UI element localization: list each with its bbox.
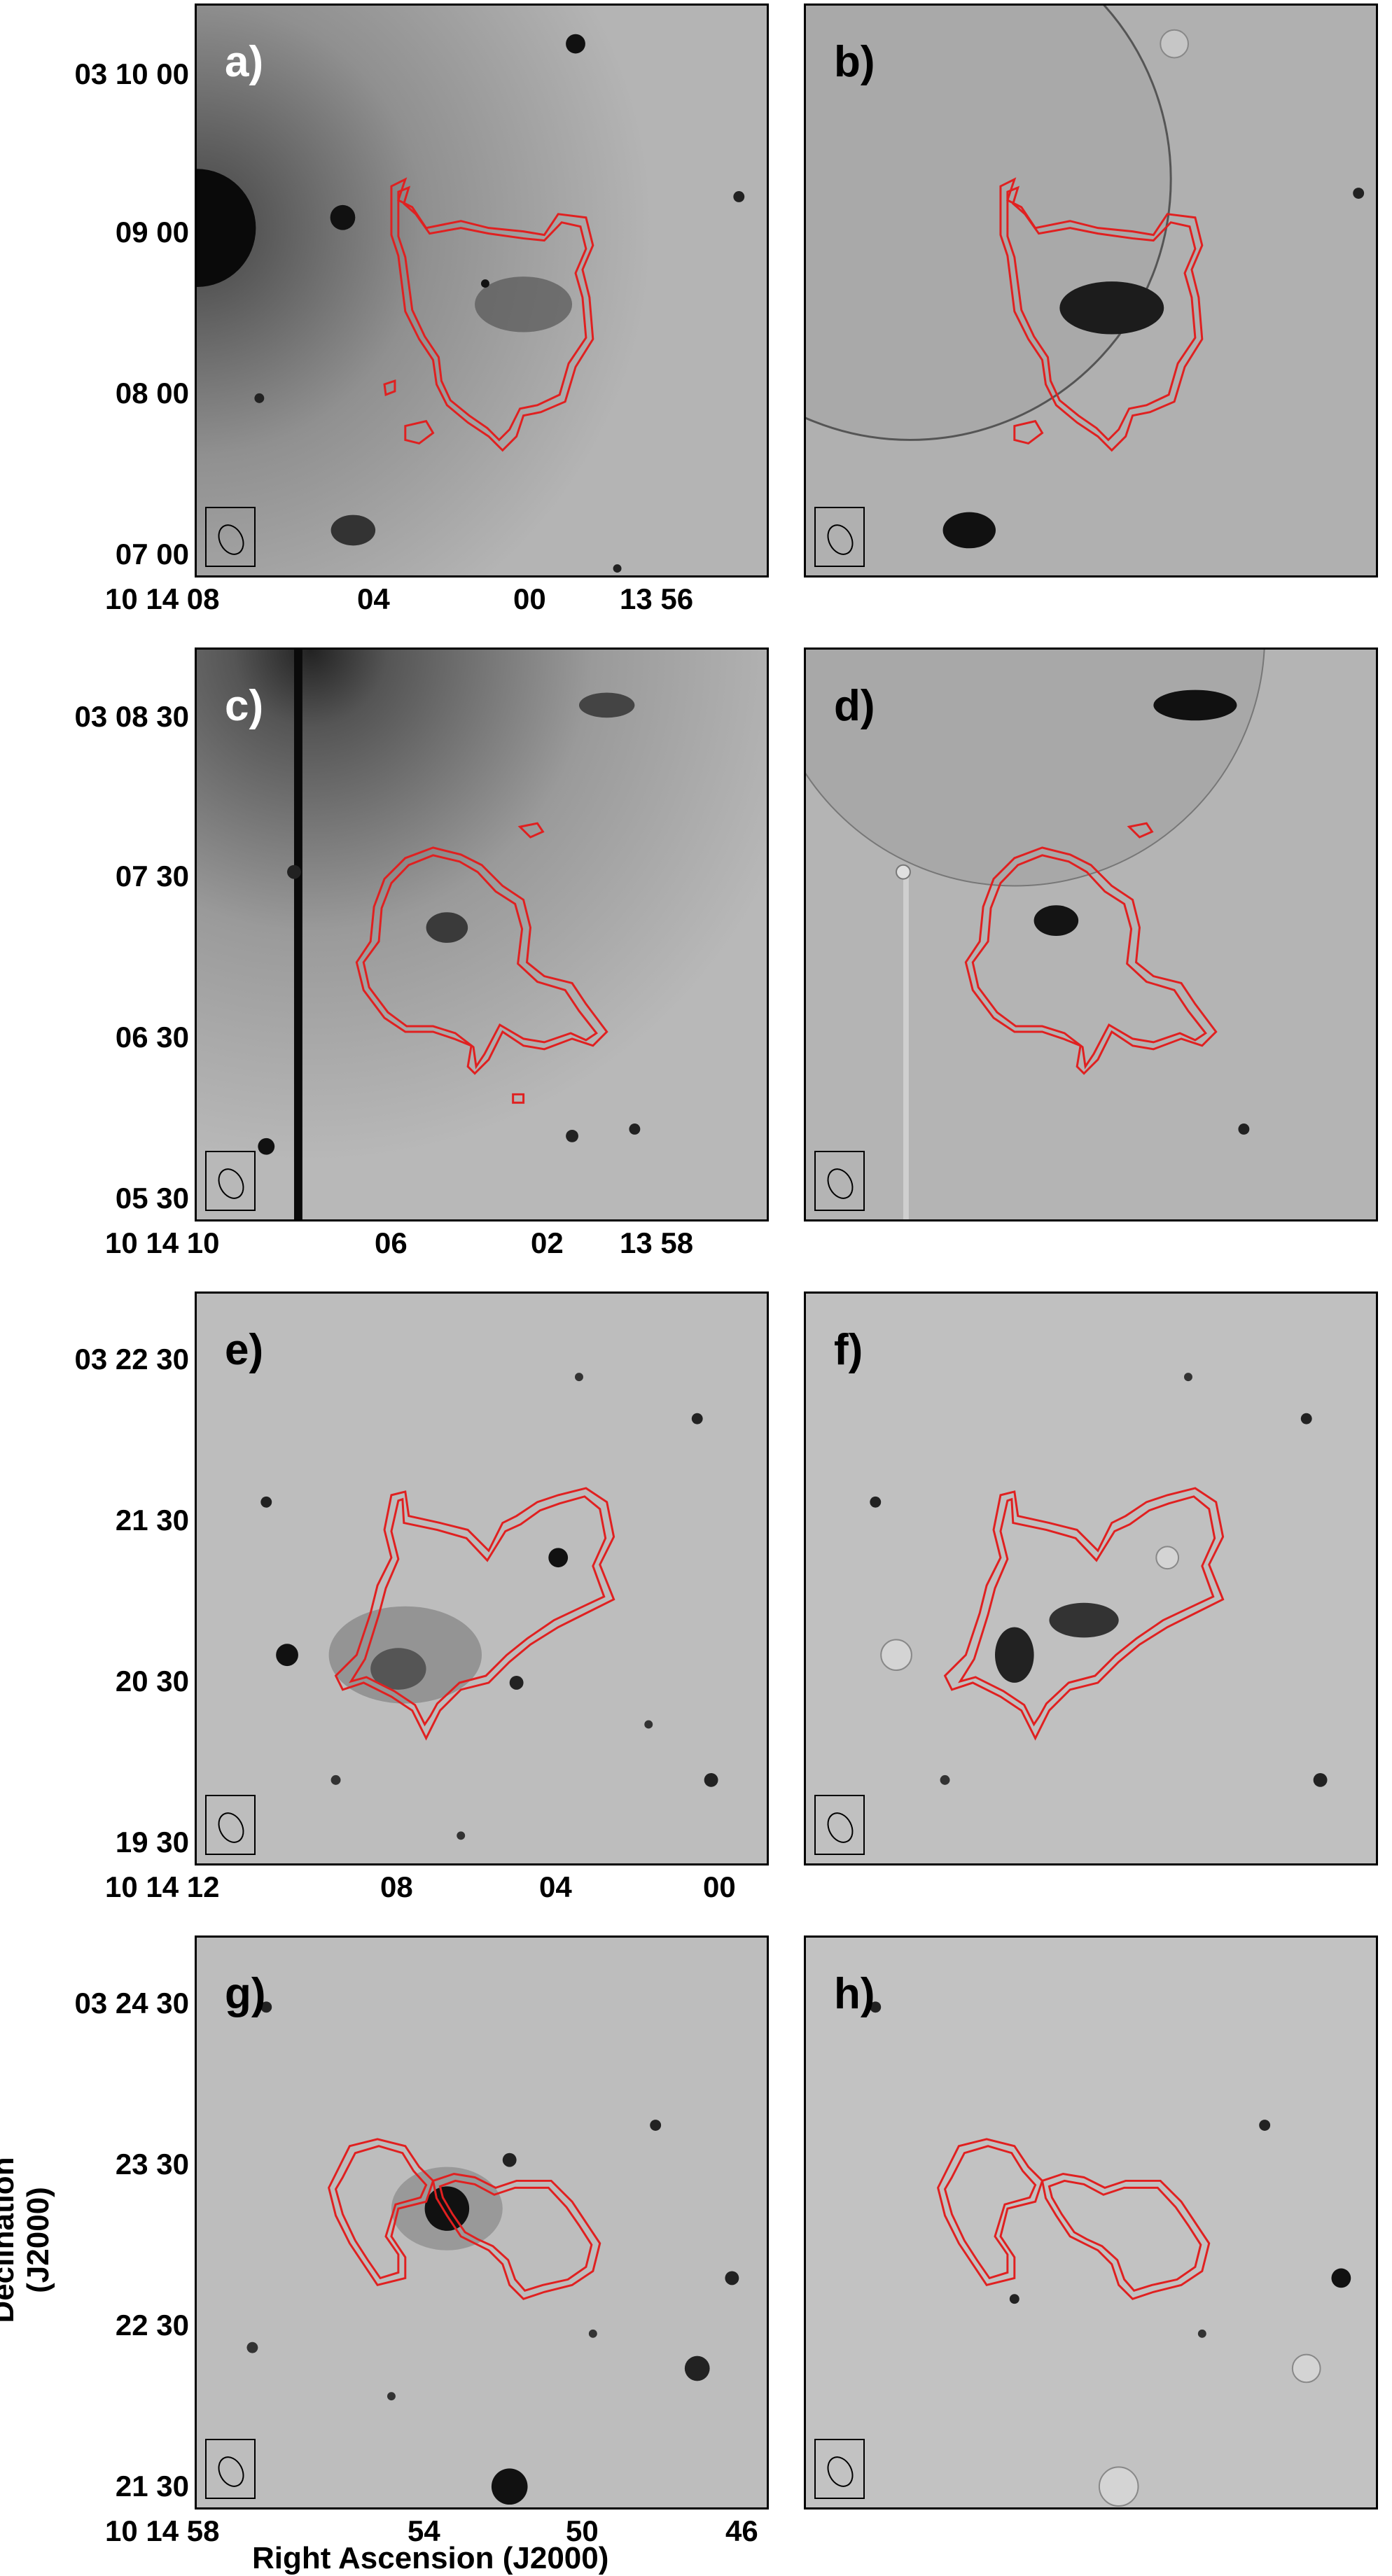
beam-box	[205, 507, 256, 567]
panel-h: h)	[804, 1935, 1378, 2510]
dec-tick: 23 30	[115, 2148, 189, 2180]
ra-tick: 00	[513, 582, 546, 615]
panel-label: c)	[225, 682, 264, 730]
beam-ellipse	[213, 2451, 249, 2492]
beam-box	[814, 2439, 865, 2499]
beam-box	[205, 1795, 256, 1855]
panel-e-image	[197, 1294, 767, 1863]
dec-tick: 07 30	[115, 860, 189, 892]
beam-ellipse	[822, 2451, 858, 2492]
ra-tick: 10 14 08	[105, 582, 220, 615]
panel-label: a)	[225, 38, 264, 86]
dec-tick: 08 00	[115, 377, 189, 410]
ra-tick: 10 14 10	[105, 1226, 220, 1259]
y-axis-title: Declination (J2000)	[0, 2157, 55, 2323]
dec-tick: 07 00	[115, 538, 189, 570]
ra-tick: 04	[539, 1870, 572, 1903]
ra-tick: 13 58	[620, 1226, 694, 1259]
ra-tick: 10 14 58	[105, 2514, 220, 2547]
ra-tick: 46	[725, 2514, 758, 2547]
ra-tick: 04	[357, 582, 390, 615]
beam-ellipse	[822, 519, 858, 560]
beam-box	[814, 507, 865, 567]
panel-e: e)	[195, 1292, 769, 1865]
dec-tick: 09 00	[115, 216, 189, 248]
dec-tick: 03 08 30	[74, 700, 190, 733]
ra-tick: 06	[375, 1226, 408, 1259]
beam-ellipse	[213, 519, 249, 560]
dec-tick: 21 30	[115, 2470, 189, 2502]
panel-label: f)	[834, 1326, 863, 1374]
beam-box	[814, 1151, 865, 1211]
panel-f-image	[806, 1294, 1376, 1863]
dec-tick: 03 24 30	[74, 1987, 190, 2019]
panel-c-image	[197, 650, 767, 1219]
beam-box	[205, 1151, 256, 1211]
dec-tick: 20 30	[115, 1665, 189, 1698]
x-axis-title: Right Ascension (J2000)	[252, 2541, 609, 2575]
dec-tick: 05 30	[115, 1182, 189, 1214]
dec-tick: 03 22 30	[74, 1343, 190, 1376]
ra-tick: 54	[408, 2514, 440, 2547]
ra-tick: 10 14 12	[105, 1870, 220, 1903]
panel-f: f)	[804, 1292, 1378, 1865]
beam-ellipse	[822, 1807, 858, 1848]
beam-box	[814, 1795, 865, 1855]
beam-box	[205, 2439, 256, 2499]
panel-c: c)	[195, 648, 769, 1222]
ra-tick: 00	[703, 1870, 736, 1903]
beam-ellipse	[822, 1163, 858, 1204]
panel-h-image	[806, 1938, 1376, 2507]
panel-a: a)	[195, 4, 769, 578]
panel-g-image	[197, 1938, 767, 2507]
ra-tick: 02	[531, 1226, 564, 1259]
beam-ellipse	[213, 1163, 249, 1204]
ra-tick: 13 56	[620, 582, 694, 615]
panel-d-image	[806, 650, 1376, 1219]
panel-label: d)	[834, 682, 875, 730]
ra-tick: 08	[380, 1870, 413, 1903]
dec-tick: 19 30	[115, 1826, 189, 1858]
panel-label: b)	[834, 38, 875, 86]
panel-label: h)	[834, 1970, 875, 2018]
dec-tick: 06 30	[115, 1021, 189, 1054]
panel-d: d)	[804, 648, 1378, 1222]
ra-tick: 50	[566, 2514, 599, 2547]
beam-ellipse	[213, 1807, 249, 1848]
panel-b: b)	[804, 4, 1378, 578]
panel-label: g)	[225, 1970, 266, 2018]
panel-g: g)	[195, 1935, 769, 2510]
dec-tick: 03 10 00	[74, 57, 190, 90]
panel-a-image	[197, 6, 767, 575]
dec-tick: 22 30	[115, 2309, 189, 2342]
dec-tick: 21 30	[115, 1504, 189, 1536]
panel-b-image	[806, 6, 1376, 575]
panel-label: e)	[225, 1326, 264, 1374]
